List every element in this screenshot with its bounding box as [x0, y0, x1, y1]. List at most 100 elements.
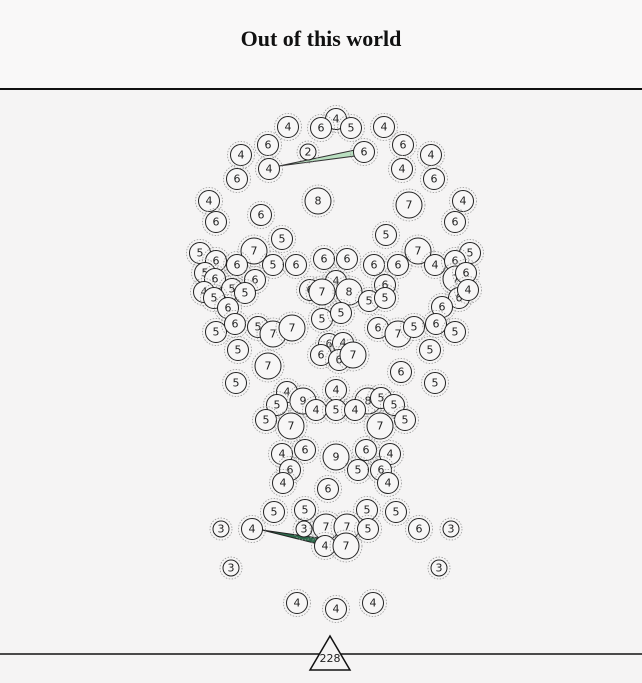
island[interactable]: 5 — [327, 299, 355, 327]
island-number: 4 — [385, 477, 392, 490]
island[interactable]: 7 — [237, 234, 271, 268]
island[interactable]: 5 — [382, 498, 410, 526]
island[interactable]: 6 — [314, 475, 342, 503]
island-number: 5 — [333, 404, 340, 417]
island-number: 4 — [352, 404, 359, 417]
island[interactable]: 7 — [275, 311, 309, 345]
island[interactable]: 6 — [420, 165, 448, 193]
island-circle — [325, 598, 347, 620]
island[interactable]: 6 — [387, 358, 415, 386]
island[interactable]: 5 — [291, 496, 319, 524]
island[interactable]: 5 — [421, 369, 449, 397]
island-number: 3 — [228, 562, 235, 575]
island[interactable]: 7 — [251, 349, 285, 383]
island[interactable]: 6 — [307, 114, 335, 142]
island[interactable]: 5 — [354, 515, 382, 543]
island-ring — [275, 311, 309, 345]
island[interactable]: 6 — [223, 251, 251, 279]
island-number: 6 — [252, 274, 259, 287]
island[interactable]: 5 — [260, 498, 288, 526]
island[interactable]: 5 — [372, 221, 400, 249]
island[interactable]: 5 — [268, 225, 296, 253]
island[interactable]: 5 — [202, 318, 230, 346]
island-number: 6 — [302, 444, 309, 457]
island[interactable]: 4 — [255, 155, 283, 183]
island-number: 6 — [287, 464, 294, 477]
island[interactable]: 7 — [336, 338, 370, 372]
island[interactable]: 3 — [427, 556, 451, 580]
island[interactable]: 9 — [319, 440, 353, 474]
island-number: 5 — [197, 247, 204, 260]
island[interactable]: 3 — [439, 517, 463, 541]
island[interactable]: 4 — [274, 113, 302, 141]
island[interactable]: 4 — [341, 396, 369, 424]
island[interactable]: 4 — [449, 187, 477, 215]
island-circle — [373, 116, 395, 138]
island-number: 4 — [206, 195, 213, 208]
island[interactable]: 6 — [282, 251, 310, 279]
island-circle — [310, 117, 332, 139]
island[interactable]: 4 — [322, 595, 350, 623]
island-number: 7 — [344, 521, 351, 534]
island[interactable]: 6 — [291, 436, 319, 464]
island-number: 5 — [402, 414, 409, 427]
island[interactable]: 5 — [231, 279, 259, 307]
island-number: 4 — [381, 121, 388, 134]
island[interactable]: 6 — [202, 208, 230, 236]
island[interactable]: 6 — [389, 131, 417, 159]
island-ring — [427, 556, 451, 580]
island-number: 4 — [249, 523, 256, 536]
island-circle — [205, 321, 227, 343]
island[interactable]: 5 — [222, 369, 250, 397]
island[interactable]: 3 — [219, 556, 243, 580]
island[interactable]: 4 — [195, 187, 223, 215]
island-circle — [395, 191, 423, 219]
island[interactable]: 6 — [333, 245, 361, 273]
island-ring — [301, 184, 335, 218]
island[interactable]: 5 — [371, 284, 399, 312]
island[interactable]: 4 — [417, 141, 445, 169]
island-number: 4 — [313, 404, 320, 417]
island[interactable]: 4 — [374, 469, 402, 497]
island[interactable]: 6 — [405, 515, 433, 543]
island[interactable]: 4 — [359, 589, 387, 617]
island[interactable]: 7 — [274, 409, 308, 443]
island[interactable]: 5 — [380, 391, 408, 419]
island[interactable]: 5 — [416, 336, 444, 364]
island-number: 8 — [346, 286, 353, 299]
island[interactable]: 5 — [224, 336, 252, 364]
island[interactable]: 4 — [269, 469, 297, 497]
island-number: 7 — [343, 540, 350, 553]
island-number: 6 — [361, 146, 368, 159]
island[interactable]: 4 — [238, 515, 266, 543]
island[interactable]: 5 — [441, 318, 469, 346]
island[interactable]: 3 — [209, 517, 233, 541]
island[interactable]: 4 — [454, 276, 482, 304]
island[interactable]: 7 — [401, 234, 435, 268]
island[interactable]: 4 — [283, 589, 311, 617]
island[interactable]: 8 — [301, 184, 335, 218]
island[interactable]: 4 — [376, 440, 404, 468]
island[interactable]: 7 — [363, 409, 397, 443]
island-circle — [286, 592, 308, 614]
island[interactable]: 7 — [392, 188, 426, 222]
island-number: 5 — [378, 392, 385, 405]
island-number: 7 — [406, 199, 413, 212]
island-circle — [250, 204, 272, 226]
island[interactable]: 6 — [384, 251, 412, 279]
island[interactable]: 4 — [388, 155, 416, 183]
island[interactable]: 6 — [247, 201, 275, 229]
island[interactable]: 6 — [254, 131, 282, 159]
island[interactable]: 4 — [370, 113, 398, 141]
island[interactable]: 5 — [337, 114, 365, 142]
island[interactable]: 2 — [296, 140, 320, 164]
island-circle — [257, 134, 279, 156]
island-circle — [294, 499, 316, 521]
island[interactable]: 6 — [223, 165, 251, 193]
island[interactable]: 6 — [441, 208, 469, 236]
island[interactable]: 7 — [329, 529, 363, 563]
island-circle — [339, 341, 367, 369]
island-ring — [307, 114, 335, 142]
island[interactable]: 6 — [350, 138, 378, 166]
island[interactable]: 4 — [227, 141, 255, 169]
